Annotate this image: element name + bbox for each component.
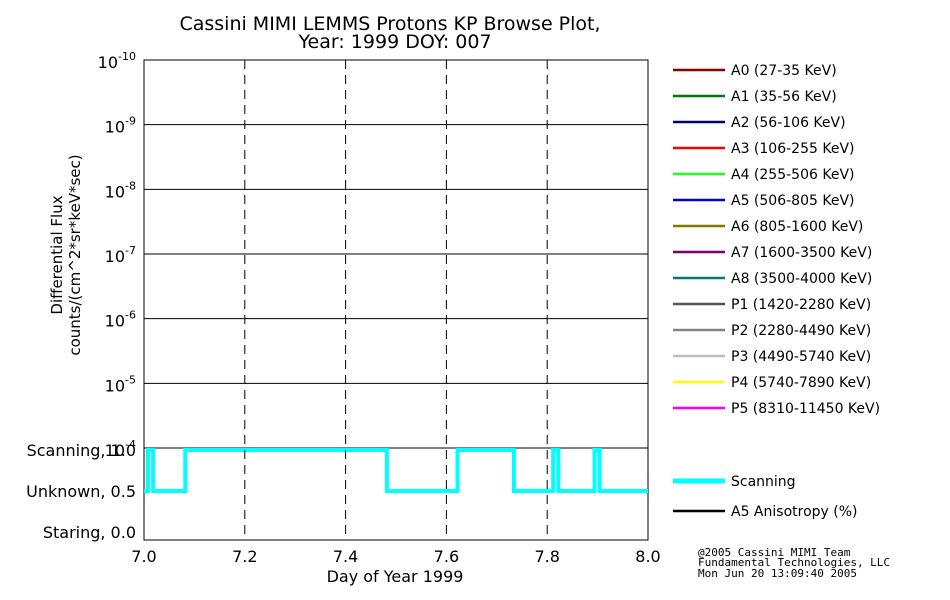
- top-y-tick-label: 10-5: [105, 373, 136, 395]
- legend-label: P2 (2280-4490 KeV): [731, 323, 871, 339]
- legend-label: A1 (35-56 KeV): [731, 89, 837, 105]
- legend: A0 (27-35 KeV) A1 (35-56 KeV) A2 (56-106 K…: [673, 63, 880, 520]
- legend-label: A6 (805-1600 KeV): [731, 219, 863, 235]
- legend-label: P5 (8310-11450 KeV): [731, 401, 880, 417]
- top-y-tick-label: 10-7: [105, 244, 136, 266]
- top-y-tick-label: 10-10: [98, 50, 136, 72]
- legend-label: P3 (4490-5740 KeV): [731, 349, 871, 365]
- legend-label: P1 (1420-2280 KeV): [731, 297, 871, 313]
- x-tick-label: 7.2: [232, 547, 257, 566]
- legend-label: P4 (5740-7890 KeV): [731, 375, 871, 391]
- legend-label-scanning: Scanning: [731, 474, 796, 490]
- legend-label: A0 (27-35 KeV): [731, 63, 837, 79]
- x-tick-label: 7.4: [333, 547, 358, 566]
- footer-company: Fundamental Technologies, LLC: [698, 556, 890, 569]
- chart-title: Cassini MIMI LEMMS Protons KP Browse Plo…: [179, 13, 600, 35]
- top-panel-ylabel-line1: Differential Flux: [48, 195, 66, 314]
- bottom-y-tick-label: Unknown, 0.5: [26, 482, 136, 501]
- legend-label: A8 (3500-4000 KeV): [731, 271, 872, 287]
- bottom-y-tick-label: Scanning, 1.0: [27, 441, 136, 460]
- bottom-panel: Scanning, 1.0 Unknown, 0.5 Staring, 0.0: [26, 441, 649, 542]
- x-tick-label: 7.0: [131, 547, 156, 566]
- legend-label: A2 (56-106 KeV): [731, 115, 846, 131]
- bottom-y-tick-label: Staring, 0.0: [43, 523, 136, 542]
- footer: @2005 Cassini MIMI Team Fundamental Tech…: [698, 546, 890, 580]
- footer-copyright: @2005 Cassini MIMI Team: [698, 546, 851, 559]
- x-tick-label: 7.6: [434, 547, 459, 566]
- top-y-tick-label: 10-8: [105, 179, 136, 201]
- top-panel-ylabel: Differential Flux counts/(cm^2*sr*keV*se…: [48, 154, 84, 355]
- bottom-panel-frame: [143, 447, 649, 541]
- legend-label: A5 (506-805 KeV): [731, 193, 854, 209]
- top-y-tick-label: 10-4: [105, 438, 136, 460]
- x-axis-label: Day of Year 1999: [327, 567, 464, 586]
- footer-timestamp: Mon Jun 20 13:09:40 2005: [698, 567, 857, 580]
- scanning-series-line: [144, 448, 648, 493]
- chart-subtitle: Year: 1999 DOY: 007: [297, 31, 491, 53]
- legend-label: A7 (1600-3500 KeV): [731, 245, 872, 261]
- top-y-tick-label: 10-6: [105, 309, 136, 331]
- top-panel: 10-10 10-9 10-8 10-7 10-6 10-5 10-4: [98, 50, 649, 460]
- x-axis: 7.0 7.2 7.4 7.6 7.8 8.0: [131, 60, 661, 566]
- legend-label: A4 (255-506 KeV): [731, 167, 854, 183]
- legend-label-anisotropy: A5 Anisotropy (%): [731, 504, 858, 520]
- x-tick-label: 8.0: [635, 547, 660, 566]
- x-tick-label: 7.8: [534, 547, 559, 566]
- legend-label: A3 (106-255 KeV): [731, 141, 854, 157]
- top-y-tick-label: 10-9: [105, 115, 136, 137]
- top-panel-ylabel-line2: counts/(cm^2*sr*keV*sec): [66, 154, 84, 355]
